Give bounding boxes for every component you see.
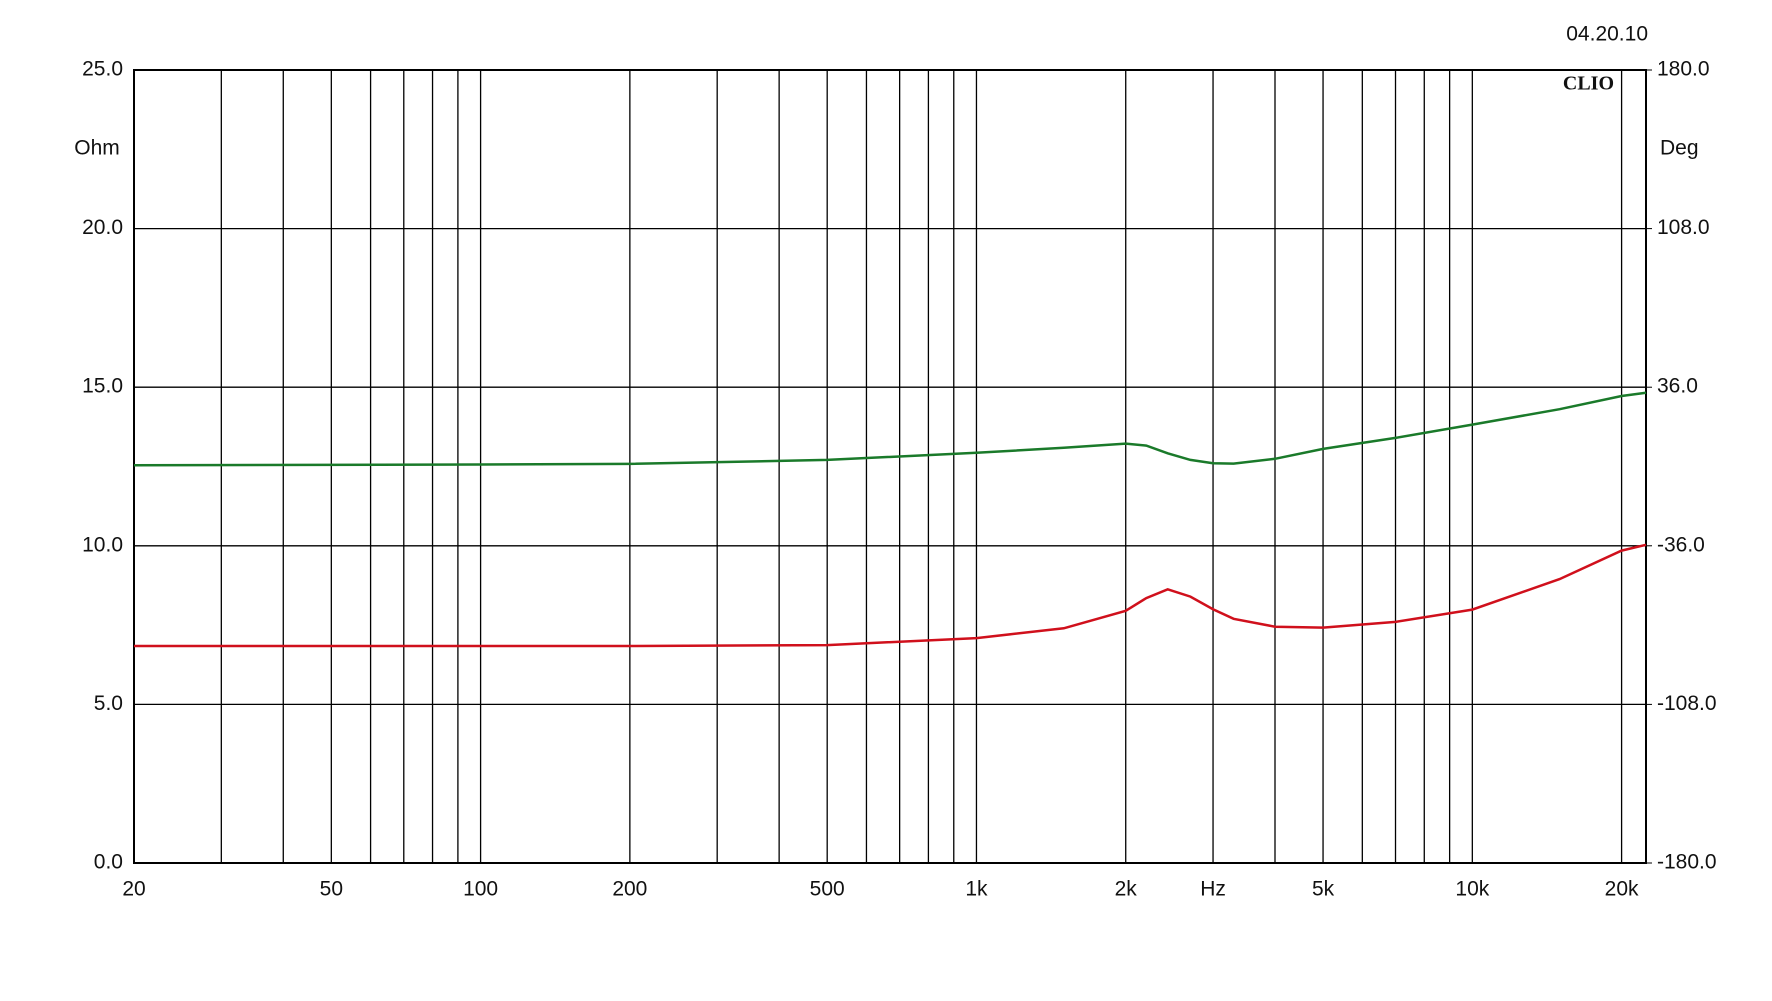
series-line <box>134 543 1647 648</box>
y2-axis-label: Deg <box>1660 137 1699 160</box>
y-tick-label: 5.0 <box>94 692 123 715</box>
series-line <box>133 391 1647 467</box>
y2-tick-label: -108.0 <box>1657 692 1717 715</box>
y2-tick-label: -180.0 <box>1657 851 1717 874</box>
y-tick-label: 25.0 <box>82 58 123 81</box>
brand: CLIO <box>1563 73 1614 95</box>
x-tick-label: 5k <box>1312 878 1335 901</box>
x-tick-label: 1k <box>965 878 988 901</box>
x-tick-label: 10k <box>1455 878 1489 901</box>
y-tick-label: 10.0 <box>82 533 123 556</box>
x-tick-label: 2k <box>1115 878 1138 901</box>
plot-frame <box>133 69 1647 864</box>
date: 04.20.10 <box>1566 23 1648 46</box>
x-tick-label: 50 <box>320 878 343 901</box>
y2-tick-label: 108.0 <box>1657 216 1710 239</box>
y2-tick-label: 180.0 <box>1657 58 1710 81</box>
x-tick-label: Hz <box>1200 878 1226 901</box>
y2-tick-label: -36.0 <box>1657 533 1705 556</box>
x-tick-label: 500 <box>810 878 845 901</box>
x-tick-label: 100 <box>463 878 498 901</box>
x-tick-label: 200 <box>612 878 647 901</box>
y-axis-label: Ohm <box>74 137 120 160</box>
y-tick-label: 15.0 <box>82 375 123 398</box>
y-tick-label: 0.0 <box>94 851 123 874</box>
x-tick-label: 20k <box>1605 878 1639 901</box>
y2-tick-label: 36.0 <box>1657 375 1698 398</box>
y-tick-label: 20.0 <box>82 216 123 239</box>
x-tick-label: 20 <box>122 878 145 901</box>
